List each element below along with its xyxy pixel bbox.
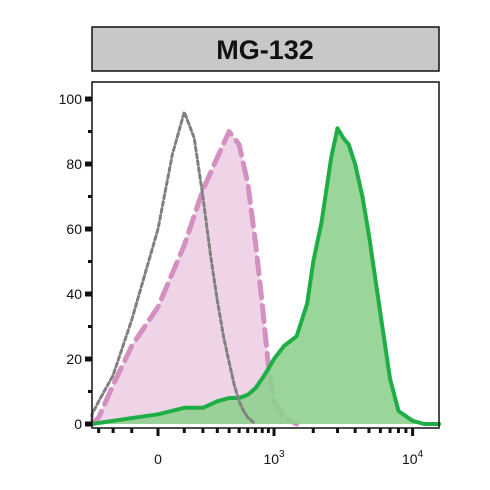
y-tick-label: 100 [59,91,83,107]
pink-filled-dashed-area [92,131,297,424]
chart-title: MG-132 [216,35,314,65]
x-axis: 0103104105 [97,428,424,467]
plot-frame [91,81,440,429]
series-layer [89,110,441,427]
y-axis: 0 20 40 60 80 100 [59,91,92,432]
y-tick-label: 60 [66,221,82,237]
green-filled-solid-line [90,126,441,426]
dashed-gray-outline-line [90,110,257,426]
y-tick-label: 80 [66,156,82,172]
x-tick-label: 103 [263,449,285,467]
title-strip-background [91,26,440,72]
x-tick-label: 104 [402,449,424,467]
y-tick-label: 20 [66,351,82,367]
x-tick-label: 0 [154,451,162,467]
y-tick-label: 40 [66,286,82,302]
title-strip: MG-132 [91,26,440,72]
y-tick-label: 0 [74,416,82,432]
green-filled-solid-area [92,128,439,425]
